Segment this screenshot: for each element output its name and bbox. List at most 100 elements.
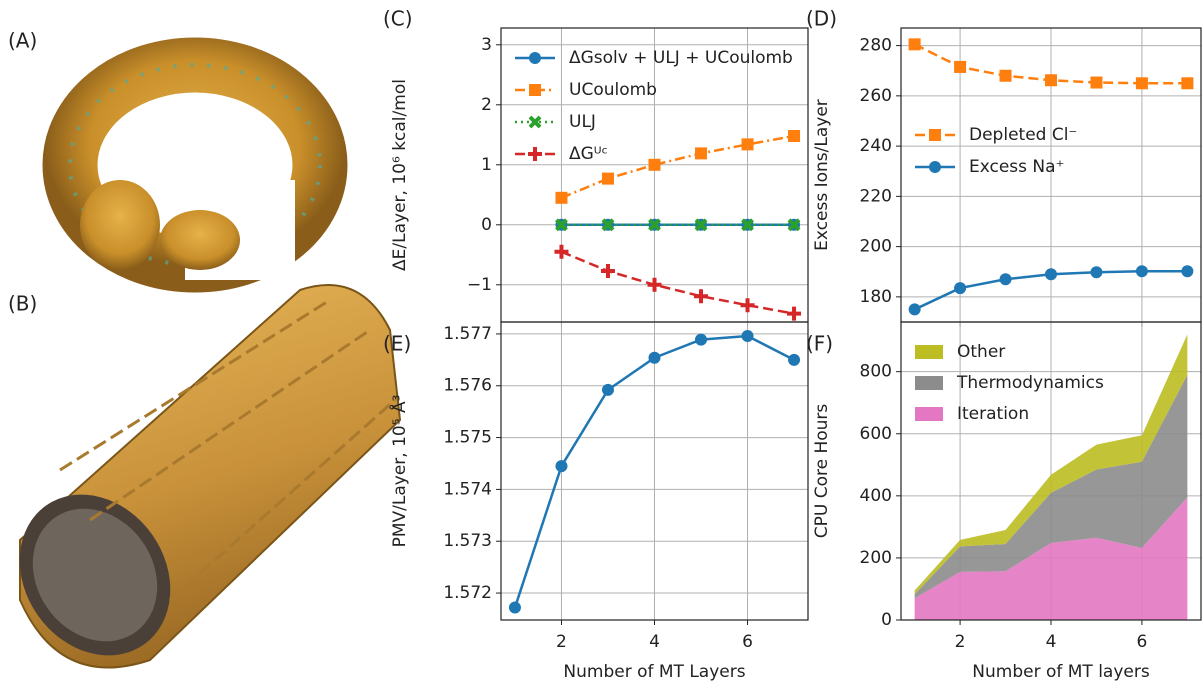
x-tick-label: 2 xyxy=(955,632,966,652)
marker xyxy=(908,303,921,316)
x-tick-label: 6 xyxy=(1136,632,1147,652)
legend-label: Other xyxy=(957,342,1005,362)
y-tick-label: 600 xyxy=(860,424,892,444)
y-axis-title: ΔE/Layer, 10⁶ kcal/mol xyxy=(390,79,410,271)
x-axis-title: Number of MT Layers xyxy=(563,662,745,682)
marker xyxy=(741,218,754,232)
marker xyxy=(999,273,1012,286)
legend-label: Excess Na⁺ xyxy=(969,157,1065,177)
marker xyxy=(788,130,801,142)
marker xyxy=(555,218,568,232)
marker xyxy=(1181,77,1194,90)
y-axis-title: Excess Ions/Layer xyxy=(812,99,832,251)
y-tick-label: 200 xyxy=(860,548,892,568)
marker xyxy=(554,244,569,259)
x-tick-label: 6 xyxy=(742,632,753,652)
marker xyxy=(954,282,967,295)
marker xyxy=(1090,266,1103,279)
plot-area xyxy=(560,134,795,315)
y-tick-label: 0 xyxy=(481,215,492,235)
y-tick-label: 1.577 xyxy=(443,324,492,344)
marker xyxy=(999,69,1012,82)
legend-label: ULJ xyxy=(569,112,596,132)
y-tick-label: 1.576 xyxy=(443,376,492,396)
axes-frame xyxy=(900,321,1202,621)
y-tick-label: 1.575 xyxy=(443,428,492,448)
y-tick-label: 240 xyxy=(860,136,892,156)
legend-label: ΔGsolv + ULJ + UCoulomb xyxy=(569,48,793,68)
y-tick-label: 3 xyxy=(481,35,492,55)
y-tick-label: 260 xyxy=(860,86,892,106)
marker xyxy=(1045,74,1057,87)
y-axis-title: PMV/Layer, 10⁵ Å³ xyxy=(388,395,410,548)
legend-swatch xyxy=(915,345,943,359)
legend-swatch xyxy=(915,407,943,421)
marker xyxy=(740,298,755,313)
marker xyxy=(788,353,801,366)
y-tick-label: 200 xyxy=(860,237,892,257)
marker xyxy=(555,460,568,473)
marker xyxy=(695,333,708,346)
marker xyxy=(741,138,754,151)
marker xyxy=(555,191,568,204)
line xyxy=(560,250,795,315)
x-tick-label: 2 xyxy=(556,632,567,652)
marker xyxy=(529,52,541,64)
marker xyxy=(601,383,614,396)
legend-label: Depleted Cl⁻ xyxy=(969,125,1077,145)
panel-label: (E) xyxy=(383,332,411,356)
legend-label: UCoulomb xyxy=(569,80,657,100)
y-tick-label: 180 xyxy=(860,287,892,307)
legend-swatch xyxy=(915,376,943,390)
marker xyxy=(908,38,921,51)
marker xyxy=(648,351,661,364)
panel-label: (A) xyxy=(8,29,37,53)
marker xyxy=(741,329,754,342)
marker xyxy=(528,147,542,161)
y-tick-label: −1 xyxy=(467,275,492,295)
y-tick-label: 1.573 xyxy=(443,531,492,551)
y-tick-label: 280 xyxy=(860,36,892,56)
y-tick-label: 800 xyxy=(860,362,892,382)
x-axis-title: Number of MT layers xyxy=(972,662,1150,682)
marker xyxy=(929,161,941,173)
marker xyxy=(1090,76,1103,89)
legend-label: ΔGᵁᶜ xyxy=(569,144,608,164)
marker xyxy=(528,115,542,129)
marker xyxy=(1135,265,1148,278)
panel-label: (F) xyxy=(806,332,833,356)
y-tick-label: 2 xyxy=(481,95,492,115)
axes-frame xyxy=(500,321,809,621)
y-axis-title: CPU Core Hours xyxy=(812,404,832,539)
plot-area xyxy=(914,334,1188,620)
y-tick-label: 220 xyxy=(860,186,892,206)
marker xyxy=(1045,268,1057,281)
marker xyxy=(694,289,709,304)
y-tick-label: 0 xyxy=(881,610,892,630)
marker xyxy=(929,129,941,141)
marker xyxy=(647,277,662,292)
marker xyxy=(1181,265,1194,278)
area xyxy=(914,497,1188,620)
marker xyxy=(787,306,802,321)
panel-label: (B) xyxy=(8,292,37,316)
y-tick-label: 1 xyxy=(481,155,492,175)
marker xyxy=(648,218,661,232)
marker xyxy=(954,60,967,73)
x-tick-label: 4 xyxy=(649,632,660,652)
tube-image xyxy=(19,284,402,669)
marker xyxy=(529,84,541,96)
marker xyxy=(787,218,801,232)
marker xyxy=(648,158,661,171)
y-tick-label: 1.574 xyxy=(443,479,492,499)
legend-label: Thermodynamics xyxy=(956,373,1104,393)
ring-image xyxy=(42,37,348,293)
y-tick-label: 1.572 xyxy=(443,583,492,603)
marker xyxy=(601,218,615,232)
marker xyxy=(694,218,708,232)
panel-label: (D) xyxy=(806,7,837,31)
line xyxy=(560,134,795,199)
marker xyxy=(600,264,615,278)
